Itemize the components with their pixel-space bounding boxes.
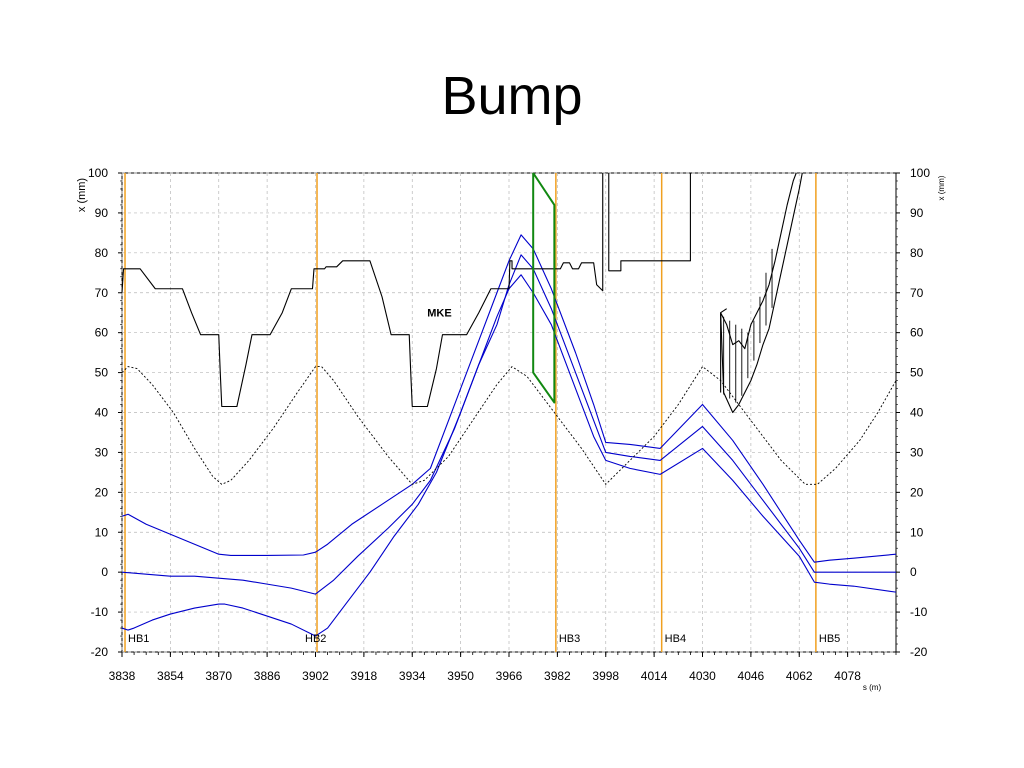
x-tick-label: 3918: [351, 669, 378, 683]
y-tick-label-right: 40: [910, 406, 924, 420]
y-tick-label-left: 0: [101, 565, 108, 579]
marker-label-hb5: HB5: [819, 633, 840, 645]
axes: [118, 172, 900, 657]
y-tick-label-left: 40: [95, 406, 109, 420]
x-tick-label: 3966: [496, 669, 523, 683]
y-tick-label-right: -20: [910, 645, 928, 659]
x-tick-label: 4046: [738, 669, 765, 683]
grid: [121, 172, 896, 653]
series-group: [121, 172, 897, 637]
y-tick-label-right: 30: [910, 445, 924, 459]
series-aperture-line: [608, 173, 691, 272]
annotation-mke: MKE: [427, 308, 451, 320]
x-tick-label: 4062: [786, 669, 813, 683]
y-tick-label-right: 70: [910, 286, 924, 300]
y-tick-label-right: 20: [910, 485, 924, 499]
x-tick-label: 4014: [641, 669, 668, 683]
y-tick-label-right: 10: [910, 525, 924, 539]
y-tick-label-left: 20: [95, 485, 109, 499]
x-tick-label: 3950: [447, 669, 474, 683]
x-axis-title: s (m): [863, 683, 882, 692]
y-tick-label-right: 90: [910, 206, 924, 220]
y-tick-label-left: 100: [88, 166, 108, 180]
x-tick-label: 3886: [254, 669, 281, 683]
series-envelope-line: [121, 366, 897, 485]
y-tick-label-right: 50: [910, 366, 924, 380]
series-aperture-line: [121, 173, 604, 408]
series-orbit-line: [121, 234, 897, 563]
series-aperture-line: [720, 172, 803, 414]
marker-label-hb1: HB1: [128, 633, 149, 645]
x-tick-label: 3902: [302, 669, 329, 683]
marker-label-hb2: HB2: [305, 633, 326, 645]
y-tick-label-left: 60: [95, 326, 109, 340]
marker-label-hb3: HB3: [559, 633, 580, 645]
x-tick-label: 3838: [109, 669, 136, 683]
y-tick-label-left: -20: [91, 645, 109, 659]
series-kicker-line: [532, 172, 556, 404]
y-tick-label-right: 60: [910, 326, 924, 340]
labels: 3838 3854 3870 3886 3902 3918 3934 3950 3966 3982…: [76, 166, 946, 692]
y-tick-label-left: 30: [95, 445, 109, 459]
y-tick-label-left: 50: [95, 366, 109, 380]
x-tick-label: 3854: [157, 669, 184, 683]
y-axis-title-right: x (mm): [937, 175, 946, 200]
marker-label-hb4: HB4: [665, 633, 686, 645]
y-tick-label-right: 80: [910, 246, 924, 260]
y-tick-label-right: -10: [910, 605, 928, 619]
x-tick-label: 3870: [205, 669, 232, 683]
x-tick-label: 4078: [834, 669, 861, 683]
slide-title: Bump: [441, 66, 583, 126]
y-tick-label-right: 100: [910, 166, 930, 180]
y-tick-label-left: 10: [95, 525, 109, 539]
y-tick-label-left: 90: [95, 206, 109, 220]
y-axis-title-left: x (mm): [76, 178, 88, 212]
x-tick-label: 4030: [689, 669, 716, 683]
x-tick-label: 3982: [544, 669, 571, 683]
y-tick-label-left: -10: [91, 605, 109, 619]
series-orbit-line: [121, 254, 896, 595]
y-tick-label-left: 80: [95, 246, 109, 260]
x-tick-label: 3998: [592, 669, 619, 683]
x-tick-label: 3934: [399, 669, 426, 683]
y-tick-label-right: 0: [910, 565, 917, 579]
y-tick-label-left: 70: [95, 286, 109, 300]
